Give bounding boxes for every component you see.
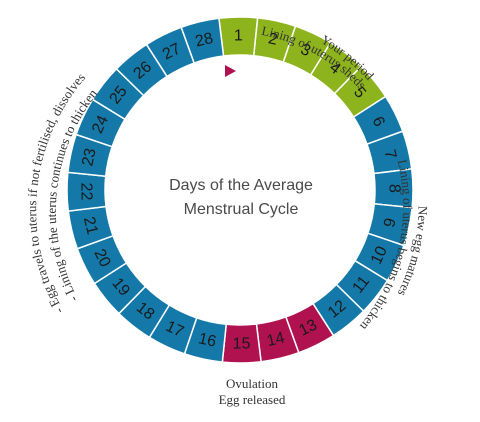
day-label-24: 24 — [89, 113, 112, 136]
day-label-1: 1 — [234, 27, 243, 44]
day-label-9: 9 — [381, 217, 400, 229]
day-label-23: 23 — [79, 147, 99, 168]
day-label-22: 22 — [77, 183, 94, 201]
day-label-7: 7 — [380, 148, 399, 161]
day-label-15: 15 — [233, 335, 251, 352]
day-label-14: 14 — [265, 329, 286, 350]
center-title-line1: Days of the Average — [169, 177, 313, 194]
day-label-10: 10 — [368, 244, 391, 267]
day-label-27: 27 — [160, 40, 184, 63]
day-label-2: 2 — [267, 30, 279, 49]
annotation-ovulation: Ovulation — [226, 376, 278, 391]
day-label-8: 8 — [385, 184, 402, 193]
day-label-21: 21 — [80, 215, 101, 236]
play-triangle-icon — [225, 65, 236, 77]
day-label-20: 20 — [90, 246, 113, 270]
day-label-13: 13 — [296, 316, 320, 339]
cycle-ring: 1 234567891011121314151617181920212223242… — [66, 16, 414, 364]
day-label-17: 17 — [163, 318, 186, 341]
center-title-line2: Menstrual Cycle — [184, 201, 299, 218]
day-label-16: 16 — [197, 330, 218, 350]
day-segment-28 — [180, 17, 225, 64]
annotation-egg-released: Egg released — [219, 392, 286, 407]
day-label-28: 28 — [194, 30, 215, 51]
